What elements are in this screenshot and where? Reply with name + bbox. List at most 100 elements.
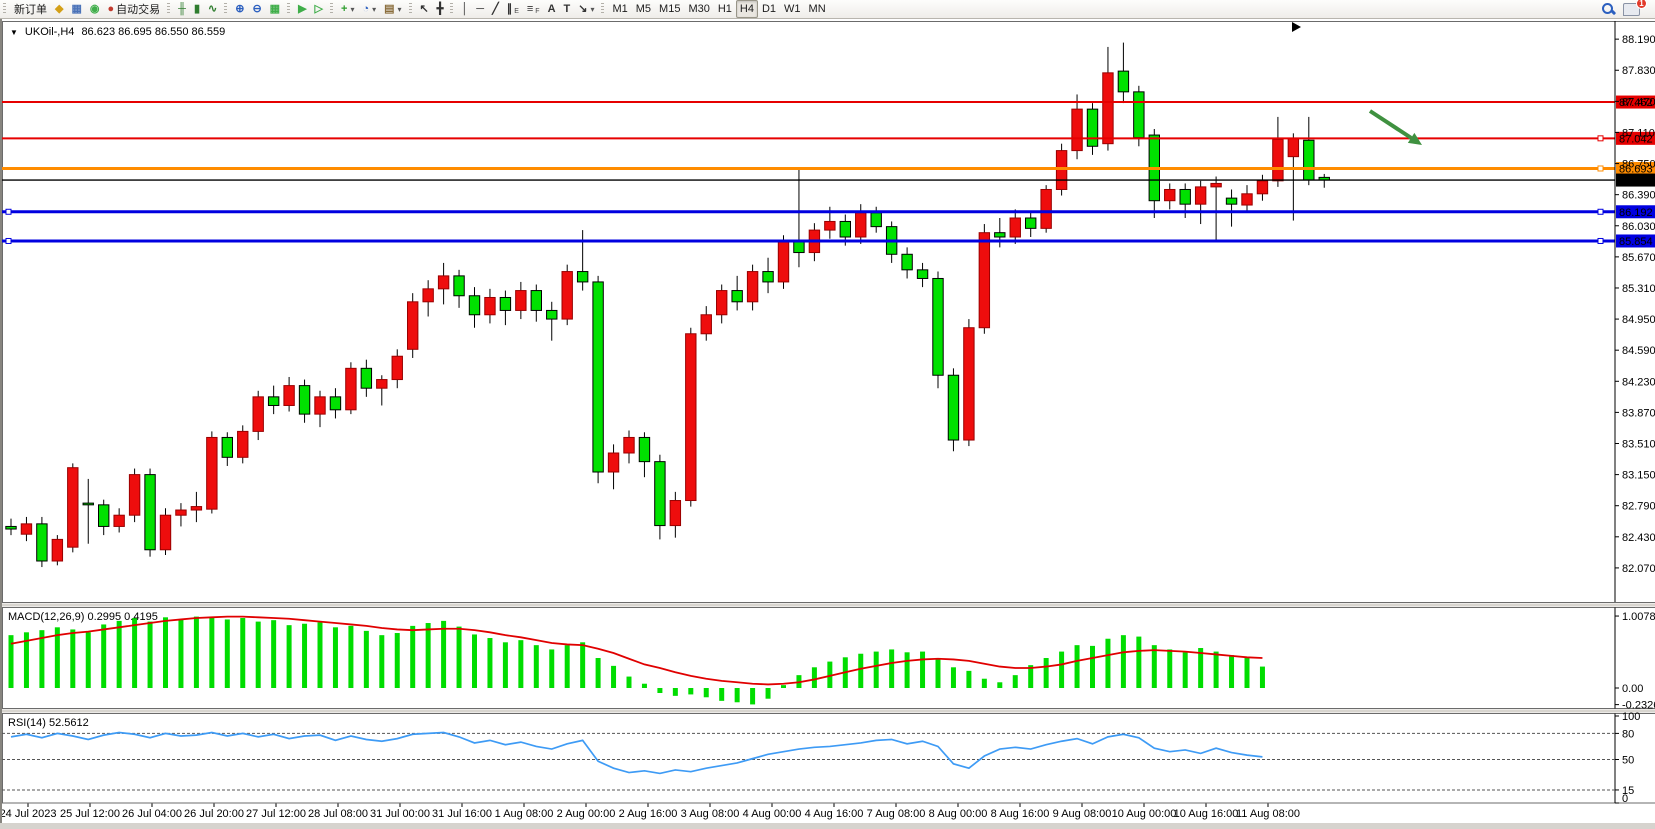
level-price-label[interactable] <box>1616 161 1655 175</box>
tf-m15-button[interactable]: M15 <box>655 0 684 18</box>
symbol-dropdown-icon[interactable]: ▼ <box>10 27 18 37</box>
level-price-label[interactable] <box>1616 234 1655 248</box>
fibonacci-button-sub: F <box>535 7 540 15</box>
level-price-text: 86.192 <box>1619 207 1653 219</box>
new-order-button[interactable]: 新订单 <box>10 0 51 18</box>
tf-w1-button[interactable]: W1 <box>780 0 805 18</box>
candle <box>283 385 295 406</box>
time-label: 11 Aug 08:00 <box>1236 808 1300 820</box>
toolbar-grip[interactable] <box>450 3 454 15</box>
level-handle[interactable] <box>5 208 12 215</box>
macd-histogram-bar <box>657 688 663 693</box>
macd-histogram-bar <box>873 651 879 688</box>
tf-m30-button[interactable]: M30 <box>684 0 713 18</box>
add-indicator-button[interactable]: + ▾ <box>337 0 358 18</box>
data-window-icon-icon: ▦ <box>71 2 82 15</box>
vertical-line-button[interactable]: │ <box>457 0 472 18</box>
level-handle[interactable] <box>1597 208 1604 215</box>
price-axis[interactable]: 88.190 87.830 87.470 87.110 86.750 86.390 86.0… <box>1614 21 1655 803</box>
macd-histogram-bar <box>332 627 338 688</box>
level-price-label[interactable] <box>1616 95 1655 109</box>
rsi-line <box>10 731 1263 775</box>
tf-h1-button[interactable]: H1 <box>714 0 736 18</box>
arrows-button[interactable]: ↘ ▾ <box>574 0 598 18</box>
periods-clock-button[interactable]: ◔ ▾ <box>358 0 380 18</box>
templates-button-icon: ▤ <box>384 2 395 15</box>
toolbar-grip[interactable] <box>287 3 291 15</box>
notifications-icon[interactable]: 1 <box>1623 0 1647 16</box>
tf-h4-button-label: H4 <box>739 3 754 15</box>
candle <box>484 296 496 316</box>
rsi-panel[interactable] <box>2 713 1655 804</box>
tf-mn-button[interactable]: MN <box>805 0 830 18</box>
toolbar-grip[interactable] <box>330 3 333 15</box>
line-chart-button[interactable]: ∿ <box>204 0 221 18</box>
indicator-funnel-icon[interactable]: ◆ <box>51 0 67 18</box>
vertical-line-button-icon: │ <box>461 2 469 15</box>
price-tick-label: 85.670 <box>1622 252 1655 264</box>
zoom-in-button-icon: ⊕ <box>235 2 245 15</box>
fibonacci-button[interactable]: ≡ F <box>523 0 544 18</box>
bar-chart-button[interactable]: ╫ <box>174 0 190 18</box>
macd-histogram-bar <box>858 653 864 688</box>
zoom-out-button[interactable]: ⊖ <box>248 0 265 18</box>
candle <box>1086 108 1099 147</box>
auto-scroll-button[interactable]: ▶ <box>294 0 310 18</box>
candles <box>5 42 1330 568</box>
crosshair-button[interactable]: ╋ <box>433 0 448 18</box>
candle <box>1009 217 1021 238</box>
candlestick-chart-button[interactable]: ▮ <box>190 0 204 18</box>
macd-panel[interactable] <box>2 607 1655 709</box>
zoom-in-button[interactable]: ⊕ <box>231 0 248 18</box>
candle <box>654 461 666 527</box>
cursor-button[interactable]: ↖ <box>416 0 433 18</box>
level-price-label[interactable] <box>1616 131 1655 145</box>
text-button[interactable]: A <box>544 0 560 18</box>
annotation-arrowhead[interactable] <box>1407 132 1422 145</box>
tf-m30-button-label: M30 <box>688 3 710 15</box>
tf-d1-button[interactable]: D1 <box>758 0 780 18</box>
annotation-arrow[interactable] <box>1368 109 1413 140</box>
trendline-button[interactable]: ╱ <box>488 0 503 18</box>
level-price-label[interactable] <box>1616 205 1655 219</box>
candle <box>978 232 991 329</box>
toolbar-grip[interactable] <box>408 3 412 15</box>
time-axis[interactable]: 24 Jul 2023 25 Jul 12:00 26 Jul 04:00 26 Ju… <box>0 803 1300 821</box>
search-icon[interactable] <box>1601 2 1615 16</box>
data-window-icon[interactable]: ▦ <box>67 0 85 18</box>
candle <box>391 355 403 381</box>
periods-clock-button-icon: ◔ <box>362 2 370 15</box>
chart-shift-button[interactable]: ▷ <box>311 0 327 18</box>
toolbar: 新订单 ◆ ▦ ◉ ● 自动交易 ╫ ▮ ∿ ⊕ ⊖ ▦ ▶ ▷ + ▾ ◔ ▾ ▤ ▾ ↖ ╋ │ ─ ╱ ∥ E ≡ F A T ↘ ▾ M1… <box>0 0 1655 19</box>
macd-histogram-bar <box>1182 652 1188 688</box>
horizontal-line-button[interactable]: ─ <box>472 0 488 18</box>
macd-histogram-bar <box>193 616 199 688</box>
text-label-button[interactable]: T <box>560 0 575 18</box>
main-chart-panel[interactable] <box>2 21 1655 603</box>
signal-broadcast-icon[interactable]: ◉ <box>86 0 104 18</box>
macd-histogram-bar <box>1120 635 1126 688</box>
candle <box>592 281 604 473</box>
panel-splitter[interactable] <box>2 709 1655 713</box>
tf-m1-button[interactable]: M1 <box>608 0 631 18</box>
candle <box>159 514 172 551</box>
toolbar-grip[interactable] <box>167 3 171 15</box>
level-handle[interactable] <box>1597 165 1604 172</box>
equidistant-channel-button[interactable]: ∥ E <box>503 0 523 18</box>
level-handle[interactable] <box>1597 237 1604 244</box>
tf-m5-button[interactable]: M5 <box>632 0 655 18</box>
toolbar-grip[interactable] <box>224 3 228 15</box>
tile-windows-button[interactable]: ▦ <box>266 0 284 18</box>
panel-splitter[interactable] <box>2 603 1655 607</box>
macd-histogram-bar <box>348 625 354 688</box>
macd-histogram-bar <box>611 665 617 688</box>
level-handle[interactable] <box>1597 135 1604 142</box>
candle <box>1117 70 1130 93</box>
level-handle[interactable] <box>5 237 12 244</box>
toolbar-grip[interactable] <box>3 3 6 15</box>
auto-trading-button[interactable]: ● 自动交易 <box>103 0 164 18</box>
macd-histogram-bar <box>595 658 601 688</box>
toolbar-grip[interactable] <box>601 3 605 15</box>
templates-button[interactable]: ▤ ▾ <box>380 0 405 18</box>
tf-h4-button[interactable]: H4 <box>735 0 758 18</box>
